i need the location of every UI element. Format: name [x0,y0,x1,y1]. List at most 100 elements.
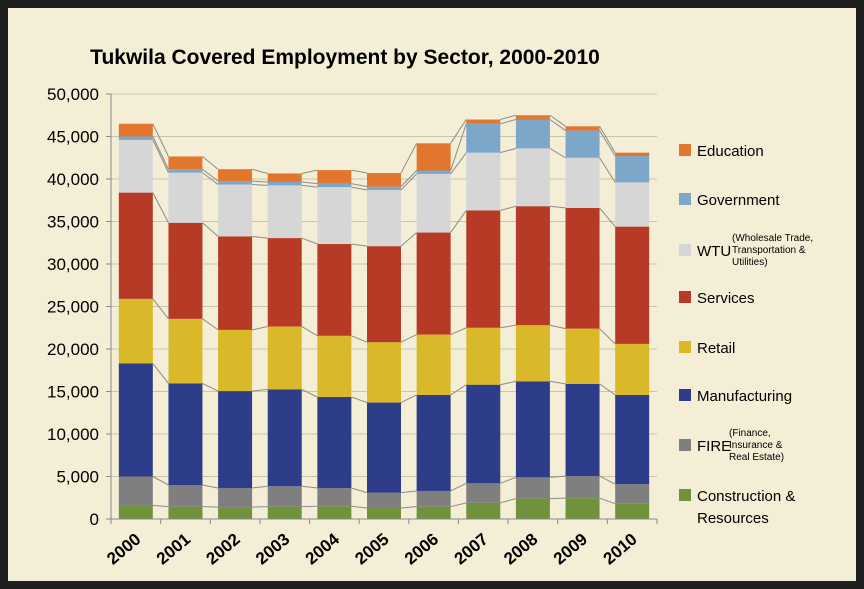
bar-segment [367,507,401,519]
x-tick-label: 2009 [550,530,591,569]
legend-swatch [679,193,691,205]
connector-line [202,156,219,170]
connector-line [351,396,368,404]
connector-line [351,243,368,247]
bar-segment [515,381,550,478]
chart-panel: Tukwila Covered Employment by Sector, 20… [8,8,856,581]
bar-segment [218,391,253,488]
connector-line [202,318,219,331]
connector-line [152,363,169,384]
bar-segment [416,490,451,507]
series-wtu [118,139,650,247]
bar-segment [615,152,650,157]
y-tick-label: 35,000 [47,213,99,232]
connector-line [351,505,368,509]
connector-line [152,504,169,508]
connector-line [251,168,268,174]
bar-segment [267,173,302,182]
connector-line [152,139,169,173]
bar-segment [466,123,501,153]
bar-segment [317,183,352,188]
bars [118,115,650,519]
bar-segment [317,187,352,245]
bar-segment [565,498,600,519]
bar-segment [466,483,501,503]
connector-line [351,183,368,188]
bar-segment [267,486,302,507]
bar-segment [466,210,501,328]
connector-line [301,485,318,489]
legend-item: WTU(Wholesale Trade, Transportation & Util… [679,233,813,268]
legend-label: FIRE [697,438,731,455]
bar-segment [416,394,451,491]
legend-label: Construction & Resources [697,488,795,527]
stacked-bar-chart: Tukwila Covered Employment by Sector, 20… [47,46,813,568]
x-tick-label: 2008 [500,530,541,569]
bar-segment [367,186,401,191]
legend-label: Services [697,290,755,307]
x-tick-label: 2005 [351,530,392,569]
y-tick-label: 15,000 [47,383,99,402]
bar-segment [218,184,253,237]
connector-line [252,180,268,183]
bar-segment [416,232,451,335]
legend-item: Retail [679,340,735,357]
x-tick-label: 2006 [401,530,442,569]
bar-segment [515,477,550,499]
bar-segment [168,222,203,319]
bar-segment [466,384,501,484]
connector-line [500,147,517,154]
y-axis-tick-labels: 0 5,000 10,000 15,000 20,000 25,000 30,000 35,0… [47,85,99,529]
legend-label: Manufacturing [697,388,792,405]
connector-line [351,169,368,174]
bar-segment [565,207,600,329]
x-tick-label: 2004 [302,529,344,568]
y-tick-label: 45,000 [47,128,99,147]
bar-segment [218,236,253,330]
bar-segment [317,397,352,488]
connector-line [549,380,566,385]
connector-line [599,126,616,153]
bar-segment [466,119,501,124]
bar-segment [218,487,253,508]
connector-line [450,327,467,336]
connector-line [152,123,169,157]
bar-segment [118,476,153,506]
connector-line [500,119,517,125]
bar-segment [267,326,302,390]
bar-segment [367,190,401,247]
bar-segment [565,130,600,158]
x-axis-tick-labels: 2000 2001 2002 2003 2004 2005 2006 2007 2008 2009… [103,529,641,568]
connector-line [450,119,467,144]
series-fire [118,476,650,508]
bar-segment [118,192,153,299]
bar-segment [615,226,650,344]
bar-segment [615,343,650,395]
bar-segment [615,394,650,485]
bar-segment [118,123,153,137]
legend-swatch [679,244,691,256]
bar-segment [218,181,253,185]
connector-line [549,475,566,478]
connector-line [400,143,418,174]
legend-swatch [679,291,691,303]
connector-line [599,328,616,345]
connector-line [252,235,268,239]
legend-note: (Wholesale Trade, Transportation & Utiliti… [732,233,813,268]
series-services [118,192,650,344]
connector-line [301,326,318,337]
y-tick-label: 20,000 [47,340,99,359]
connector-line [450,482,467,492]
series-manufacturing [118,363,650,493]
connector-line [152,476,169,486]
bar-segment [615,156,650,183]
connector-line [450,384,467,396]
bar-segment [515,206,550,326]
connector-line [202,222,219,237]
bar-segment [367,342,401,403]
bar-segment [515,115,550,120]
legend-label: Education [697,143,764,160]
connector-line [549,205,566,209]
connector-line [202,168,219,182]
bar-segment [515,148,550,207]
